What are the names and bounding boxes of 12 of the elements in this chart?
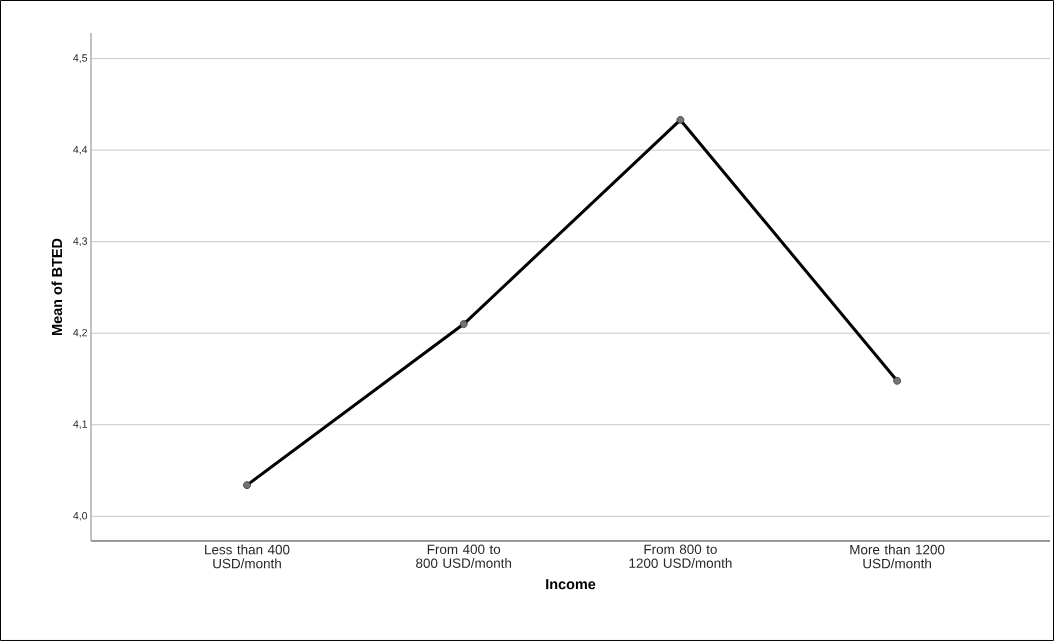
y-tick-label: 4,4	[73, 145, 88, 155]
y-tick-label: 4,3	[73, 237, 88, 246]
y-tick-label: 4,1	[73, 420, 87, 430]
x-tick-label: From 400 to 800 USD/month	[416, 544, 512, 568]
x-axis-title: Income	[546, 579, 596, 590]
y-axis-title: Mean of BTED	[51, 238, 63, 335]
y-tick-label: 4,0	[73, 511, 88, 521]
x-tick-label: More than 1200 USD/month	[850, 544, 945, 569]
y-tick-label: 4,2	[73, 328, 87, 338]
x-tick-label: From 800 to 1200 USD/month	[629, 544, 732, 568]
x-tick-label: Less than 400 USD/month	[205, 544, 290, 569]
y-tick-label: 4,5	[73, 54, 88, 63]
